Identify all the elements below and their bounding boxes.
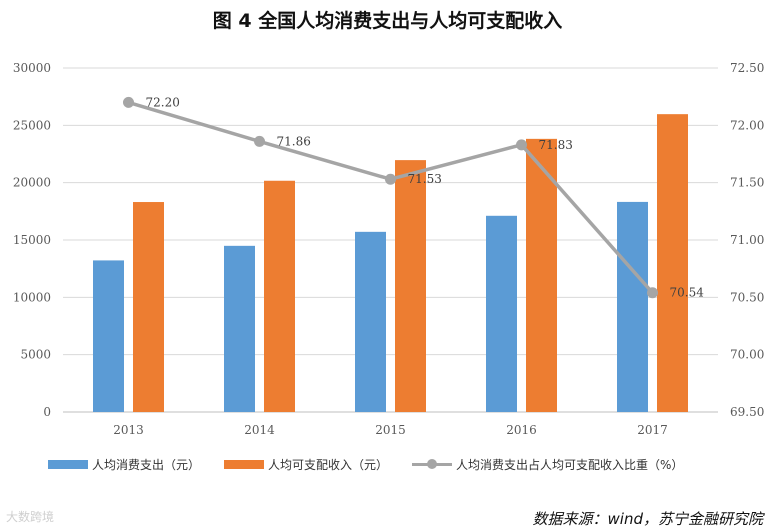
- y-right-tick-label: 71.50: [730, 176, 764, 190]
- ratio-point: [516, 139, 527, 151]
- y-left-tick-label: 10000: [13, 290, 51, 304]
- bar-income: [657, 114, 688, 413]
- ratio-point: [647, 287, 658, 299]
- ratio-data-label: 71.53: [408, 172, 442, 186]
- bar-consumption: [355, 231, 386, 412]
- y-left-tick-label: 20000: [13, 176, 51, 190]
- y-right-tick-label: 69.50: [730, 405, 764, 419]
- legend-label-income: 人均可支配收入（元）: [268, 457, 389, 472]
- bar-consumption: [93, 260, 124, 412]
- ratio-point: [385, 173, 396, 185]
- bar-income: [526, 138, 557, 412]
- x-tick-label: 2017: [637, 423, 668, 437]
- legend-label-consumption: 人均消费支出（元）: [92, 457, 201, 472]
- legend-item-ratio: 人均消费支出占人均可支配收入比重（%）: [412, 456, 683, 473]
- y-left-tick-label: 0: [43, 405, 51, 419]
- ratio-data-label: 71.86: [277, 134, 311, 148]
- legend-swatch-ratio: [412, 459, 453, 469]
- x-tick-label: 2016: [506, 423, 537, 437]
- legend-item-income: 人均可支配收入（元）: [224, 456, 388, 473]
- bar-income: [264, 180, 295, 412]
- bar-income: [133, 202, 164, 412]
- ratio-point: [123, 96, 134, 108]
- ratio-data-label: 70.54: [670, 286, 705, 300]
- legend-swatch-income: [224, 459, 265, 469]
- y-left-tick-label: 25000: [13, 118, 51, 132]
- ratio-data-label: 71.83: [539, 138, 573, 152]
- chart-title: 图 4 全国人均消费支出与人均可支配收入: [212, 10, 563, 32]
- y-left-tick-label: 15000: [13, 233, 51, 247]
- legend-label-ratio: 人均消费支出占人均可支配收入比重（%）: [456, 457, 684, 472]
- legend: 人均消费支出（元） 人均可支配收入（元） 人均消费支出占人均可支配收入比重（%）: [48, 454, 707, 474]
- x-tick-label: 2013: [113, 423, 144, 437]
- ratio-line: [128, 100, 654, 294]
- x-tick-label: 2015: [375, 423, 406, 437]
- ratio-data-label: 72.20: [146, 95, 180, 109]
- source-note: 数据来源：wind，苏宁金融研究院: [532, 510, 763, 528]
- y-left-tick-label: 5000: [20, 348, 51, 362]
- ratio-point: [254, 135, 265, 147]
- y-right-tick-label: 70.00: [730, 348, 764, 362]
- bar-consumption: [617, 201, 648, 412]
- x-tick-label: 2014: [244, 423, 275, 437]
- legend-item-consumption: 人均消费支出（元）: [48, 456, 200, 473]
- legend-swatch-consumption: [48, 459, 88, 469]
- y-left-tick-label: 30000: [13, 61, 51, 75]
- bar-consumption: [224, 245, 255, 412]
- bar-income: [395, 160, 426, 412]
- y-right-tick-label: 70.50: [730, 290, 764, 304]
- bar-consumption: [486, 215, 517, 412]
- y-right-tick-label: 71.00: [730, 233, 764, 247]
- y-right-tick-label: 72.50: [730, 61, 764, 75]
- watermark: 大数跨境: [6, 510, 55, 524]
- y-right-tick-label: 72.00: [730, 118, 764, 132]
